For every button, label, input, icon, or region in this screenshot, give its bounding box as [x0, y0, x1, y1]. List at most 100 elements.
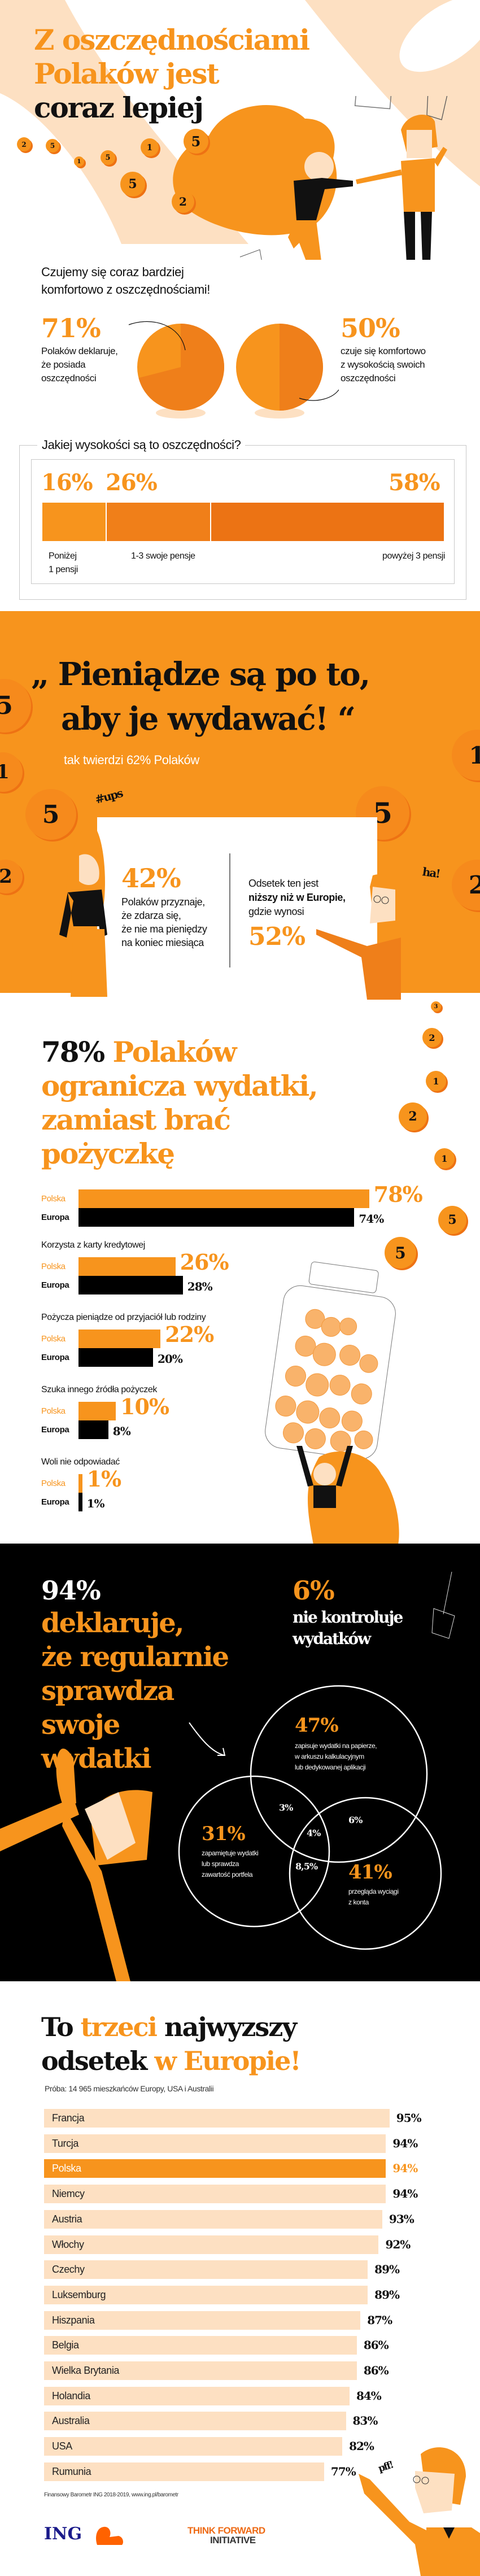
amount-pct: 16% — [41, 469, 93, 496]
coin-icon: 2 — [399, 1102, 427, 1131]
ranking-value: 77% — [330, 2464, 356, 2478]
polska-label: Polska — [41, 1406, 66, 1416]
ranking-country: Niemcy — [52, 2188, 85, 2200]
ranking-value: 92% — [385, 2237, 411, 2251]
europe-line: Odsetek ten jest — [248, 878, 318, 889]
coin-icon: 2 — [452, 860, 480, 910]
venn-a-description: zapisuje wydatki na papierze, w arkuszu … — [295, 1741, 377, 1773]
card-divider — [229, 853, 230, 967]
ranking-value: 95% — [396, 2111, 422, 2125]
ranking-bar — [44, 2209, 382, 2229]
spend-subtitle: tak twierdzi 62% Polaków — [64, 753, 199, 767]
no-control-line2: wydatków — [293, 1629, 371, 1648]
ranking-bar — [44, 2386, 350, 2405]
coin-icon: 5 — [438, 1206, 466, 1234]
polska-bar — [78, 1257, 176, 1276]
venn-b-description: zapamiętuje wydatki lub sprawdza zawarto… — [202, 1848, 259, 1880]
man-pointing-illustration — [359, 2447, 480, 2576]
limits-heading-line3: zamiast brać — [41, 1103, 231, 1136]
pie-saving-slice — [138, 324, 224, 411]
ranking-country: Wielka Brytania — [52, 2365, 120, 2376]
comfort-line: z wysokością swoich — [341, 359, 425, 370]
polska-label: Polska — [41, 1334, 66, 1344]
ranking-country: Luksemburg — [52, 2289, 106, 2300]
ranking-value: 86% — [363, 2364, 389, 2377]
ranking-country: Austria — [52, 2213, 82, 2225]
amount-frame-inner — [31, 459, 455, 584]
control-line1: deklaruje, — [41, 1607, 184, 1639]
europa-bar — [78, 1348, 153, 1367]
coin-icon: 5 — [101, 150, 115, 165]
amount-pct: 26% — [106, 469, 158, 496]
venn-diagram — [0, 1571, 455, 1981]
tfi-logo: THINK FORWARD INITIATIVE — [187, 2526, 265, 2545]
venn-ac-pct: 6% — [348, 1815, 363, 1825]
coin-icon: 2 — [422, 1028, 442, 1047]
venn-a-line: w arkuszu kalkulacyjnym — [295, 1753, 364, 1760]
limit-category-title: Korzysta z karty kredytowej — [41, 1240, 145, 1250]
limit-category-title: Szuka innego źródła pożyczek — [41, 1385, 157, 1394]
ranking-title-line1: To trzeci najwyzszy — [41, 2012, 297, 2042]
amount-label: powyżej 3 pensji — [382, 550, 445, 563]
hero-title-line3: coraz lepiej — [34, 91, 204, 124]
ranking-bar — [44, 2437, 343, 2456]
ranking-title-word: najwyzszy — [164, 2012, 297, 2042]
coin-icon: 5 — [385, 1237, 416, 1269]
no-control-line1: nie kontroluje — [293, 1608, 403, 1627]
venn-circle-records — [250, 1685, 428, 1863]
ranking-country: Rumunia — [52, 2465, 91, 2477]
coin-icon: 2 — [172, 190, 194, 213]
ranking-country: Hiszpania — [52, 2314, 95, 2326]
ranking-value: 89% — [374, 2287, 400, 2302]
venn-circle-memory — [178, 1775, 330, 1928]
polska-value: 10% — [120, 1394, 169, 1419]
ranking-title-word: w Europie! — [154, 2046, 301, 2076]
ranking-country: Holandia — [52, 2390, 90, 2401]
spend-quote-line1: „ Pieniądze są po to, — [31, 656, 370, 693]
ing-logo: ING — [44, 2524, 82, 2544]
limit-category-title: Woli nie odpowiadać — [41, 1457, 120, 1467]
europe-comparison: Odsetek ten jest niższy niż w Europie, g… — [248, 877, 346, 919]
tfi-logo-line1: THINK FORWARD — [187, 2525, 265, 2536]
saving-pct: 71% — [41, 313, 101, 343]
amount-label: 1-3 swoje pensje — [131, 550, 195, 563]
ranking-value: 94% — [392, 2187, 418, 2201]
venn-a-pct: 47% — [295, 1714, 339, 1737]
spend-card — [97, 817, 377, 998]
coin-icon: 1 — [0, 752, 23, 792]
ranking-country: Francja — [52, 2112, 85, 2124]
europa-value: 20% — [158, 1352, 183, 1366]
europa-value: 8% — [112, 1424, 131, 1438]
comfort-heading-line1: Czujemy się coraz bardziej — [41, 265, 184, 279]
ranking-title-word: To — [41, 2012, 74, 2042]
europa-label: Europa — [41, 1280, 69, 1290]
ranking-bar — [44, 2412, 346, 2431]
limits-heading-word: Polaków — [112, 1035, 237, 1069]
polska-bar — [78, 1402, 116, 1420]
ranking-bar — [44, 2285, 368, 2304]
coin-icon: 2 — [0, 860, 23, 893]
europa-bar — [78, 1276, 183, 1294]
comfort-line: czuje się komfortowo — [341, 346, 426, 356]
hero-title-line1: Z oszczędnościami — [34, 23, 310, 56]
ranking-value: 83% — [352, 2414, 378, 2428]
ranking-bar — [44, 2361, 357, 2380]
ranking-value: 93% — [389, 2212, 414, 2226]
ranking-bar — [44, 2235, 379, 2254]
europa-label: Europa — [41, 1497, 69, 1507]
coin-icon: 5 — [184, 129, 208, 154]
polska-bar — [78, 1189, 369, 1208]
limits-heading-line1: 78% Polaków — [41, 1035, 237, 1069]
limits-heading-pct: 78% — [41, 1035, 105, 1069]
venn-c-line: z konta — [348, 1898, 369, 1906]
ranking-value: 82% — [349, 2439, 374, 2453]
ranking-bar — [44, 2109, 390, 2128]
ranking-country: Turcja — [52, 2137, 78, 2149]
ranking-value: 84% — [356, 2388, 382, 2403]
control-pct: 94% — [41, 1575, 101, 1606]
no-money-line: na koniec miesiąca — [121, 937, 204, 948]
venn-a-line: zapisuje wydatki na papierze, — [295, 1742, 377, 1750]
ranking-bar — [44, 2311, 361, 2330]
saving-line: Polaków deklaruje, — [41, 346, 118, 356]
tfi-logo-line2: INITIATIVE — [210, 2535, 256, 2546]
